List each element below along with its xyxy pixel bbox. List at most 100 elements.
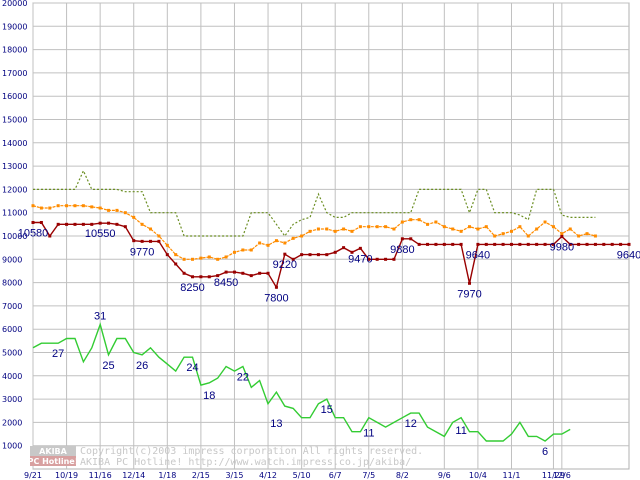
data-point	[157, 234, 161, 238]
data-point	[375, 257, 379, 261]
data-point	[316, 227, 320, 231]
data-point	[468, 225, 472, 229]
data-point	[426, 242, 430, 246]
data-point	[224, 270, 228, 274]
data-point	[484, 225, 488, 229]
data-label: 24	[186, 362, 198, 374]
data-point	[165, 243, 169, 247]
y-tick-label: 8000	[2, 279, 22, 288]
data-point	[300, 234, 304, 238]
data-point	[48, 234, 52, 238]
site-line: AKIBA PC Hotline! http://www.watch.impre…	[80, 457, 411, 468]
x-axis-ticks: 9/21 10/19 11/16 12/14 1/18 2/15 3/15 4/12 5/10 6…	[24, 471, 571, 480]
data-point	[199, 256, 203, 260]
data-label: 10580	[18, 227, 49, 239]
data-point	[308, 253, 312, 257]
data-point	[216, 257, 220, 261]
data-point	[283, 241, 287, 245]
data-point	[509, 229, 513, 233]
data-point	[325, 253, 329, 257]
data-point	[325, 227, 329, 231]
data-point	[417, 218, 421, 222]
series-line-0	[33, 169, 596, 238]
data-point	[543, 220, 547, 224]
data-point	[518, 225, 522, 229]
data-label: 12	[405, 418, 417, 430]
data-point	[493, 242, 497, 246]
data-point	[459, 242, 463, 246]
data-point	[241, 248, 245, 252]
data-point	[568, 242, 572, 246]
data-point	[182, 271, 186, 275]
data-point	[90, 222, 94, 226]
data-label: 31	[94, 311, 106, 323]
x-tick-label: 5/10	[293, 471, 311, 480]
x-tick-label: 2/15	[192, 471, 210, 480]
data-point	[509, 242, 513, 246]
logo-box-top	[30, 446, 76, 456]
data-point	[333, 250, 337, 254]
data-label: 9640	[466, 249, 490, 261]
data-point	[81, 204, 85, 208]
data-point	[73, 222, 77, 226]
data-point	[182, 257, 186, 261]
y-tick-label: 16000	[2, 92, 27, 101]
data-point	[551, 225, 555, 229]
data-point	[358, 246, 362, 250]
data-point	[249, 274, 253, 278]
data-point	[526, 234, 530, 238]
y-tick-label: 3000	[2, 395, 22, 404]
series-line-1	[32, 205, 596, 260]
y-tick-label: 13000	[2, 162, 27, 171]
series-markers	[31, 204, 631, 289]
data-point	[602, 242, 606, 246]
data-point	[149, 239, 153, 243]
data-point	[451, 227, 455, 231]
grid	[32, 2, 630, 470]
data-point	[350, 229, 354, 233]
data-point	[409, 218, 413, 222]
data-point	[577, 242, 581, 246]
data-point	[190, 275, 194, 279]
data-point	[157, 239, 161, 243]
data-point	[300, 253, 304, 257]
data-point	[56, 222, 60, 226]
data-point	[31, 220, 35, 224]
data-point	[593, 242, 597, 246]
y-tick-label: 10000	[2, 232, 27, 241]
data-point	[123, 225, 127, 229]
logo-box-bottom	[30, 456, 76, 466]
data-point	[442, 225, 446, 229]
data-point	[543, 242, 547, 246]
data-point	[392, 257, 396, 261]
x-tick-label: 8/2	[396, 471, 409, 480]
data-point	[283, 252, 287, 256]
data-point	[199, 275, 203, 279]
series-line-2	[33, 221, 629, 290]
x-tick-label: 12/6	[553, 471, 571, 480]
logo-bottom-text: PC Hotline!	[28, 457, 79, 466]
y-tick-label: 1000	[2, 442, 22, 451]
data-point	[241, 271, 245, 275]
data-point	[81, 222, 85, 226]
x-tick-label: 3/15	[225, 471, 243, 480]
y-tick-label: 18000	[2, 46, 27, 55]
y-tick-label: 4000	[2, 372, 22, 381]
data-point	[266, 243, 270, 247]
data-label: 15	[321, 404, 333, 416]
x-tick-label: 7/5	[362, 471, 375, 480]
data-point	[39, 220, 43, 224]
data-point	[560, 234, 564, 238]
data-point	[207, 275, 211, 279]
data-point	[400, 220, 404, 224]
data-point	[442, 242, 446, 246]
data-point	[434, 242, 438, 246]
data-point	[232, 270, 236, 274]
data-point	[484, 242, 488, 246]
data-point	[115, 208, 119, 212]
data-point	[627, 242, 631, 246]
data-point	[232, 250, 236, 254]
data-label: 9880	[390, 244, 414, 256]
data-label: 9220	[273, 259, 297, 271]
